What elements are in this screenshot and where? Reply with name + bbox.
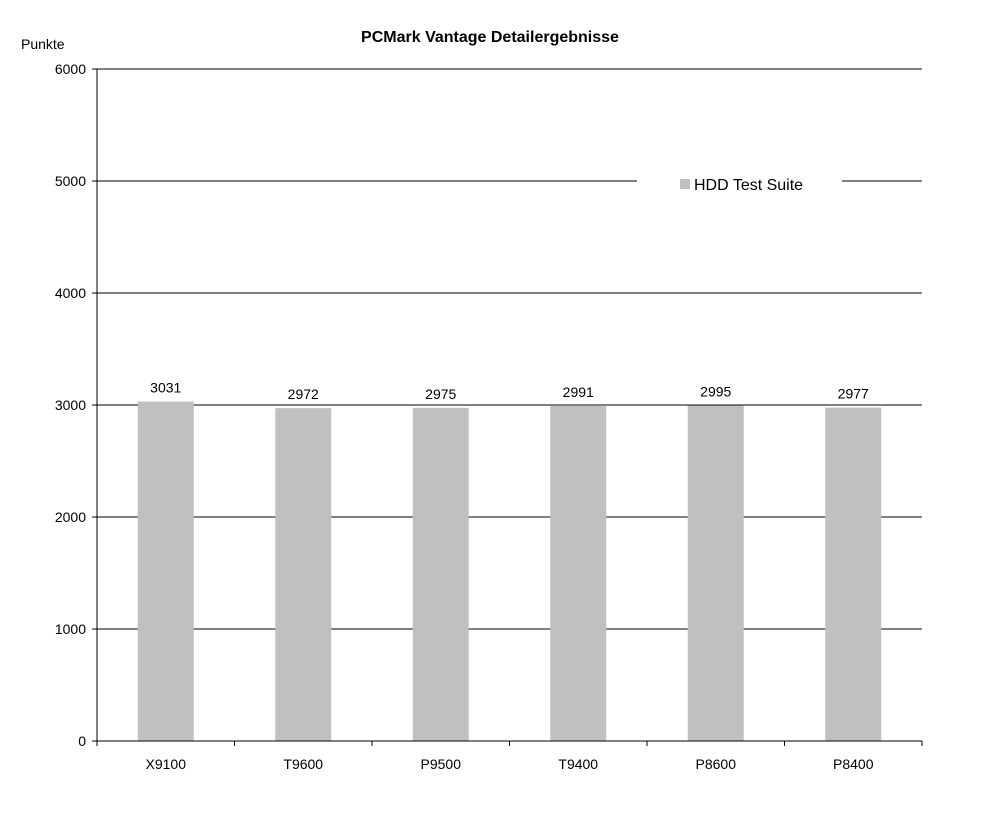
y-tick-label: 3000 — [55, 397, 86, 413]
gridlines — [97, 68, 922, 630]
y-tick-label: 1000 — [55, 621, 86, 637]
legend-label: HDD Test Suite — [694, 177, 803, 194]
bar — [137, 401, 194, 741]
axes — [92, 68, 923, 746]
x-tick-labels: X9100 T9600 P9500 T9400 P8600 P8400 — [146, 756, 874, 772]
legend: HDD Test Suite — [637, 170, 842, 198]
bar — [275, 408, 332, 741]
data-labels: 3031 2972 2975 2991 2995 2977 — [150, 380, 869, 403]
bar — [687, 405, 744, 741]
y-tick-label: 6000 — [55, 61, 86, 77]
y-tick-label: 0 — [78, 733, 86, 749]
data-label: 3031 — [150, 380, 181, 396]
bars — [137, 401, 882, 741]
x-tick-label: T9400 — [558, 756, 598, 772]
data-label: 2975 — [425, 386, 456, 402]
data-label: 2972 — [288, 386, 319, 402]
data-label: 2977 — [838, 386, 869, 402]
x-tick-label: X9100 — [146, 756, 187, 772]
data-label: 2995 — [700, 384, 731, 400]
x-tick-label: T9600 — [283, 756, 323, 772]
bar — [412, 407, 469, 741]
x-tick-label: P8400 — [833, 756, 874, 772]
bar — [550, 406, 607, 741]
y-tick-label: 2000 — [55, 509, 86, 525]
y-axis-label: Punkte — [21, 36, 65, 52]
legend-background — [637, 170, 842, 198]
chart-title: PCMark Vantage Detailergebnisse — [361, 29, 619, 46]
y-tick-label: 4000 — [55, 285, 86, 301]
x-tick-label: P8600 — [696, 756, 737, 772]
bar — [825, 407, 882, 741]
data-label: 2991 — [563, 384, 594, 400]
y-tick-label: 5000 — [55, 173, 86, 189]
legend-swatch — [680, 179, 690, 189]
y-tick-labels: 0 1000 2000 3000 4000 5000 6000 — [55, 61, 86, 749]
x-tick-label: P9500 — [421, 756, 462, 772]
